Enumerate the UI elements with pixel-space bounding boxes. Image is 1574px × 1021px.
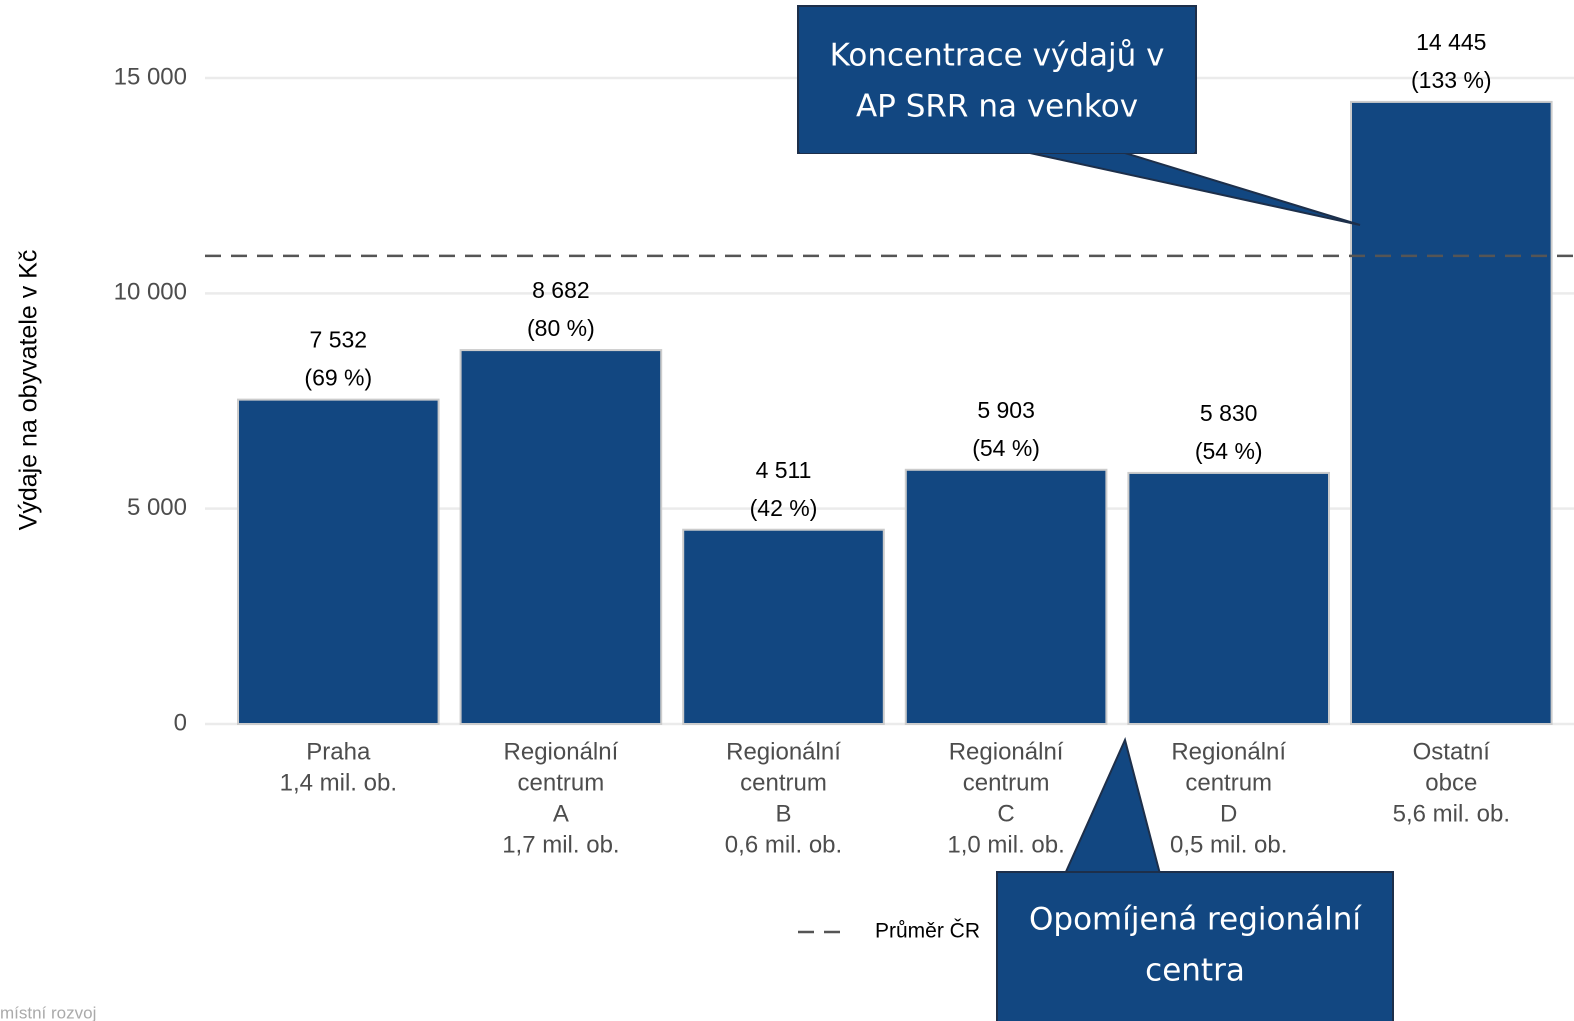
x-tick-label: 0,6 mil. ob. [725,831,842,858]
x-tick-label: B [775,800,791,827]
bar [904,468,1108,725]
x-tick-label: Regionální [949,738,1064,765]
x-tick-label: centrum [518,769,605,796]
x-tick-label: obce [1425,769,1477,796]
x-tick-label: Regionální [726,738,841,765]
share-label: (133 %) [1411,67,1492,93]
callout-text: AP SRR na venkov [856,89,1138,125]
value-label: 8 682 [532,277,590,303]
callout: Koncentrace výdajů v AP SRR na venkov [797,5,1361,226]
callout-seam [999,873,1391,877]
x-tick-label: 0,5 mil. ob. [1170,831,1287,858]
y-tick-label: 15 000 [114,63,187,90]
x-tick-label: 5,6 mil. ob. [1393,800,1510,827]
x-tick-label: D [1220,800,1237,827]
source-note: místní rozvoj [0,1003,96,1021]
value-label: 5 830 [1200,400,1258,426]
x-tick-label: Ostatní [1413,738,1491,765]
x-tick-label: A [553,800,569,827]
x-tick-label: 1,4 mil. ob. [280,769,397,796]
callout-box [996,871,1394,1021]
bar [1127,471,1331,725]
callout: Opomíjená regionální centra [996,736,1394,1021]
callout-pointer [1029,152,1361,226]
callout-seam [800,149,1194,153]
callout-text: centra [1145,953,1245,989]
bar [237,398,440,725]
x-tick-label: centrum [963,769,1050,796]
callout-text: Opomíjená regionální [1029,902,1362,938]
x-tick-label: Regionální [1171,738,1286,765]
x-tick-label: 1,7 mil. ob. [502,831,619,858]
share-label: (42 %) [750,495,818,521]
value-label: 7 532 [310,327,368,353]
callout-box [797,5,1197,154]
share-label: (54 %) [1195,438,1263,464]
value-label: 4 511 [756,457,812,483]
callout-text: Koncentrace výdajů v [830,38,1165,74]
share-label: (54 %) [972,435,1040,461]
value-label: 5 903 [977,397,1035,423]
value-label: 14 445 [1416,29,1486,55]
x-tick-label: centrum [740,769,827,796]
callout-pointer [1063,736,1162,875]
share-label: (69 %) [304,365,372,391]
share-label: (80 %) [527,315,595,341]
bar [1350,100,1553,726]
y-axis-label: Výdaje na obyvatele v Kč [15,250,43,531]
legend-label: Průměr ČR [875,920,980,943]
bar [459,349,663,725]
y-tick-label: 5 000 [127,494,187,521]
y-tick-label: 10 000 [114,279,187,306]
x-tick-label: Regionální [504,738,619,765]
x-tick-label: Praha [306,738,371,765]
x-tick-label: 1,0 mil. ob. [947,831,1064,858]
x-tick-label: centrum [1185,769,1272,796]
y-tick-label: 0 [174,709,187,736]
x-tick-label: C [997,800,1014,827]
bar [682,528,885,725]
